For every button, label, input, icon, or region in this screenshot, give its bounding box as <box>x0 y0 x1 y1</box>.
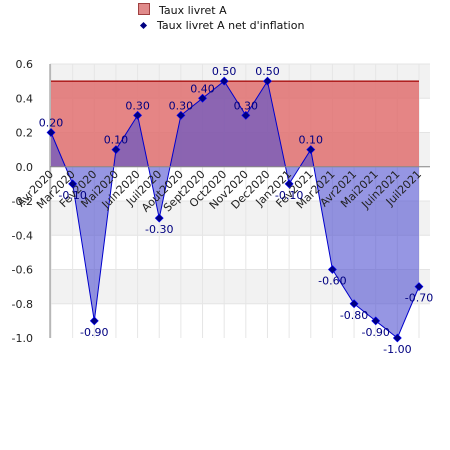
data-point <box>306 145 316 155</box>
data-point <box>327 265 337 274</box>
data-label: 0.50 <box>212 65 237 78</box>
y-tick-label: -0.8 <box>12 298 33 311</box>
data-point <box>284 179 294 189</box>
legend-item-series2: Taux livret A net d'inflation <box>138 19 304 32</box>
data-label: 0.30 <box>169 99 194 112</box>
data-label: -0.90 <box>361 326 389 339</box>
data-point <box>263 76 272 86</box>
y-tick-label: 0.4 <box>16 92 34 105</box>
data-point <box>46 128 56 137</box>
data-label: -0.60 <box>318 275 346 288</box>
data-label: 0.30 <box>125 99 150 112</box>
data-point <box>133 110 143 120</box>
data-point <box>111 145 121 155</box>
y-tick-label: 0.0 <box>16 161 34 174</box>
data-label: -0.70 <box>405 292 433 305</box>
data-labels: 0.20 -0.10 -0.90 0.10 0.30 -0.30 0.30 0.40 0.50 0… <box>39 65 433 356</box>
axes <box>49 64 430 338</box>
data-point <box>414 282 424 292</box>
y-tick-label: 0.6 <box>16 58 34 71</box>
data-label: 0.10 <box>299 134 324 147</box>
data-label: -1.00 <box>383 343 411 356</box>
data-point <box>392 333 402 343</box>
y-tick-label: -0.2 <box>12 195 33 208</box>
data-label: -0.10 <box>58 189 86 202</box>
data-point <box>371 316 381 326</box>
data-label: 0.50 <box>255 65 280 78</box>
data-point <box>154 213 164 223</box>
data-label: 0.10 <box>104 134 129 147</box>
data-point <box>198 93 207 103</box>
series-areas <box>50 79 420 339</box>
y-tick-label: 0.2 <box>16 127 34 140</box>
data-point <box>241 110 251 120</box>
data-label: -0.80 <box>340 309 368 322</box>
legend-label-series1: Taux livret A <box>159 4 227 17</box>
y-tick-label: -1.0 <box>12 332 33 345</box>
data-point <box>89 316 99 326</box>
data-label: -0.30 <box>145 223 173 236</box>
y-tick-labels: 0.6 0.4 0.2 0.0 -0.2 -0.4 -0.6 -0.8 -1.0 <box>12 58 33 345</box>
series2-markers <box>46 76 424 343</box>
data-label: 0.40 <box>190 82 215 95</box>
y-tick-label: -0.4 <box>12 229 33 242</box>
legend-item-series1: Taux livret A <box>138 3 227 17</box>
data-point <box>219 76 229 86</box>
data-label: -0.90 <box>80 326 108 339</box>
data-label: 0.20 <box>39 117 64 130</box>
y-tick-label: -0.6 <box>12 264 33 277</box>
series2-line <box>50 79 420 339</box>
data-point <box>68 179 78 189</box>
legend-swatch-series1 <box>138 3 150 15</box>
series2-area <box>51 81 419 338</box>
legend-label-series2: Taux livret A net d'inflation <box>157 19 305 32</box>
data-label: -0.10 <box>275 189 303 202</box>
data-label: 0.30 <box>234 99 259 112</box>
data-point <box>176 110 186 120</box>
data-point <box>349 299 359 309</box>
